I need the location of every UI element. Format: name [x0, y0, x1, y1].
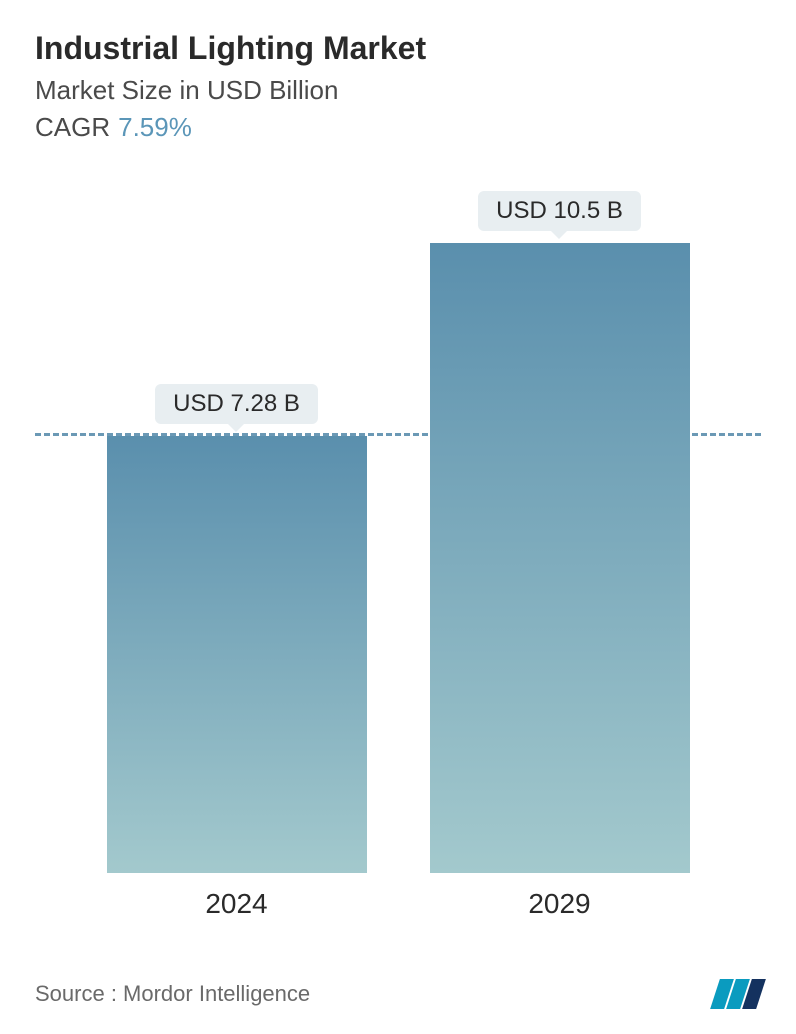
value-label-2024: USD 7.28 B [155, 384, 318, 424]
chart-header: Industrial Lighting Market Market Size i… [35, 30, 761, 143]
x-label-2029: 2029 [430, 888, 690, 920]
chart-area: USD 7.28 B USD 10.5 B [35, 193, 761, 873]
bar-2029 [430, 243, 690, 873]
source-text: Source : Mordor Intelligence [35, 981, 310, 1007]
bar-group-2029: USD 10.5 B [430, 191, 690, 873]
bar-2024 [107, 436, 367, 873]
x-label-2024: 2024 [107, 888, 367, 920]
chart-subtitle: Market Size in USD Billion [35, 75, 761, 106]
chart-title: Industrial Lighting Market [35, 30, 761, 67]
x-axis-labels: 2024 2029 [35, 888, 761, 920]
value-label-2029: USD 10.5 B [478, 191, 641, 231]
cagr-value: 7.59% [118, 112, 192, 142]
bar-group-2024: USD 7.28 B [107, 384, 367, 873]
chart-footer: Source : Mordor Intelligence [35, 979, 761, 1009]
cagr-label: CAGR [35, 112, 110, 142]
brand-logo [715, 979, 761, 1009]
cagr-line: CAGR 7.59% [35, 112, 761, 143]
bars-container: USD 7.28 B USD 10.5 B [35, 193, 761, 873]
